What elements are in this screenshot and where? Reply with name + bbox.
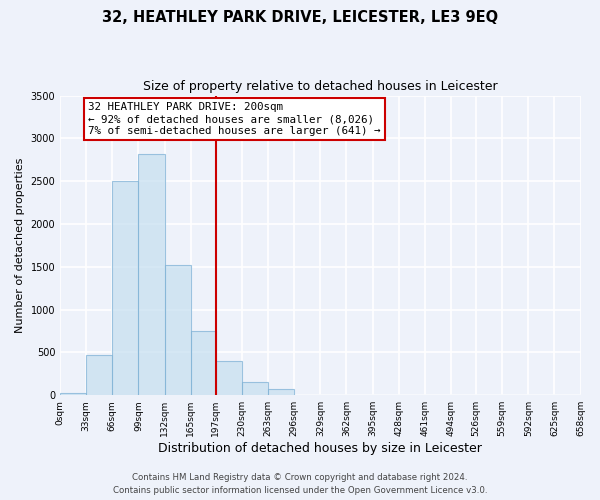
Bar [216,361,242,395]
Bar [191,331,216,395]
Bar [112,181,139,395]
Bar [60,392,86,395]
Bar [268,389,294,395]
Text: 32 HEATHLEY PARK DRIVE: 200sqm
← 92% of detached houses are smaller (8,026)
7% o: 32 HEATHLEY PARK DRIVE: 200sqm ← 92% of … [88,102,380,136]
Bar [242,382,268,395]
X-axis label: Distribution of detached houses by size in Leicester: Distribution of detached houses by size … [158,442,482,455]
Y-axis label: Number of detached properties: Number of detached properties [15,158,25,333]
Text: 32, HEATHLEY PARK DRIVE, LEICESTER, LE3 9EQ: 32, HEATHLEY PARK DRIVE, LEICESTER, LE3 … [102,10,498,25]
Bar [139,154,164,395]
Text: Contains HM Land Registry data © Crown copyright and database right 2024.
Contai: Contains HM Land Registry data © Crown c… [113,474,487,495]
Title: Size of property relative to detached houses in Leicester: Size of property relative to detached ho… [143,80,497,93]
Bar [164,265,191,395]
Bar [86,355,112,395]
